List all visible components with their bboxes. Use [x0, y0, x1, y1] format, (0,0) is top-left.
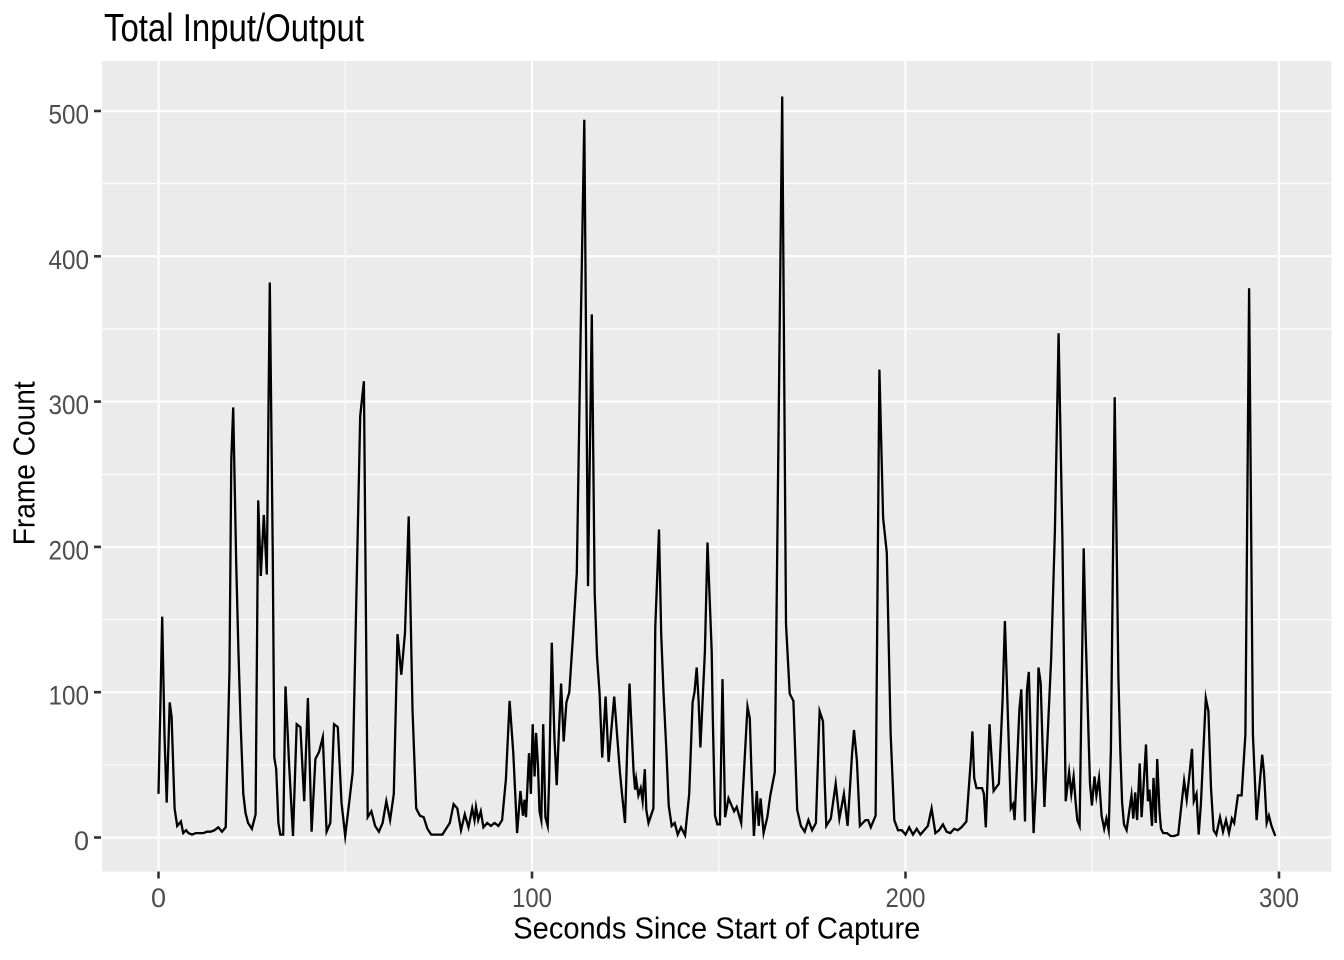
svg-text:300: 300 [1259, 883, 1299, 913]
svg-text:400: 400 [49, 245, 90, 275]
svg-text:0: 0 [151, 883, 166, 913]
svg-text:100: 100 [512, 883, 552, 913]
svg-text:100: 100 [49, 681, 90, 711]
svg-text:200: 200 [886, 883, 926, 913]
svg-text:500: 500 [49, 100, 90, 130]
svg-text:Total Input/Output: Total Input/Output [104, 7, 364, 50]
svg-text:300: 300 [49, 390, 90, 420]
svg-text:200: 200 [49, 535, 90, 565]
svg-text:Frame Count: Frame Count [7, 381, 42, 545]
svg-text:0: 0 [74, 826, 89, 856]
svg-text:Seconds Since Start of Capture: Seconds Since Start of Capture [513, 910, 920, 945]
